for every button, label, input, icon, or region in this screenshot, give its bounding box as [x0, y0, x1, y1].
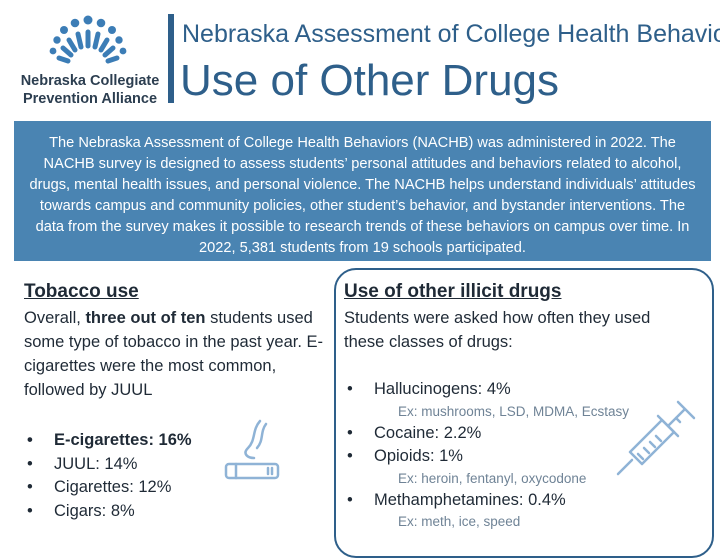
list-item: • JUUL: 14%: [24, 453, 324, 477]
drug-item-label: Hallucinogens: 4%: [374, 380, 511, 398]
bullet-dot: •: [27, 501, 33, 520]
bullet-dot: •: [347, 490, 353, 509]
tobacco-para-bold: three out of ten: [85, 309, 206, 327]
tobacco-para-start: Overall,: [24, 309, 86, 327]
page-title: Use of Other Drugs: [180, 56, 560, 105]
list-item: • Cigarettes: 12%: [24, 476, 324, 500]
tobacco-section: Tobacco use Overall, three out of ten st…: [24, 280, 324, 523]
list-item: • Cocaine: 2.2%: [344, 422, 712, 446]
drug-example: Ex: heroin, fentanyl, oxycodone: [398, 470, 587, 486]
list-item: • Opioids: 1%: [344, 445, 712, 469]
list-item: • E-cigarettes: 16%: [24, 429, 324, 453]
tobacco-para-end: students used some type of tobacco in th…: [24, 309, 323, 399]
page-subtitle: Nebraska Assessment of College Health Be…: [182, 20, 720, 48]
bullet-dot: •: [27, 478, 33, 496]
logo-text: Nebraska Collegiate Prevention Alliance: [10, 72, 170, 108]
intro-banner: The Nebraska Assessment of College Healt…: [14, 121, 711, 261]
bullet-dot: •: [347, 380, 353, 398]
bullet-dot: •: [347, 447, 353, 465]
logo-line-2: Prevention Alliance: [22, 91, 158, 107]
bullet-dot: •: [27, 431, 33, 449]
illicit-paragraph: Students were asked how often they used …: [344, 309, 651, 351]
logo-mark-icon: [49, 15, 127, 64]
header-divider: [168, 14, 174, 103]
intro-text: The Nebraska Assessment of College Healt…: [29, 135, 696, 256]
tobacco-item-label: Cigars: 8%: [54, 501, 135, 520]
bullet-dot: •: [347, 423, 353, 442]
logo-line-1: Nebraska Collegiate: [20, 73, 160, 89]
drug-item-label: Cocaine: 2.2%: [374, 423, 482, 442]
tobacco-list: • E-cigarettes: 16% • JUUL: 14% • Cigarette…: [24, 429, 324, 523]
syringe-icon: [616, 400, 696, 476]
list-item: • Hallucinogens: 4%: [344, 378, 712, 402]
drug-example: Ex: meth, ice, speed: [398, 514, 521, 529]
tobacco-item-label: Cigarettes: 12%: [54, 478, 172, 496]
tobacco-item-label: JUUL: 14%: [54, 454, 138, 473]
illicit-drugs-section: Use of other illicit drugs Students were…: [334, 268, 714, 558]
tobacco-paragraph: Overall, three out of ten students used …: [24, 306, 324, 402]
drug-item-label: Opioids: 1%: [374, 447, 463, 465]
drug-example: Ex: mushrooms, LSD, MDMA, Ecstasy: [398, 403, 630, 419]
bullet-dot: •: [27, 454, 33, 473]
illicit-heading: Use of other illicit drugs: [344, 281, 562, 302]
vape-pen-icon: [224, 419, 280, 480]
list-item: • Methamphetamines: 0.4%: [344, 489, 712, 513]
illicit-list: • Hallucinogens: 4% Ex: mushrooms, LSD, M…: [344, 378, 712, 532]
tobacco-item-label: E-cigarettes: 16%: [54, 431, 192, 449]
logo: Nebraska Collegiate Prevention Alliance: [10, 10, 165, 110]
tobacco-heading: Tobacco use: [24, 281, 139, 302]
list-item: • Cigars: 8%: [24, 500, 324, 524]
drug-item-label: Methamphetamines: 0.4%: [374, 490, 566, 509]
